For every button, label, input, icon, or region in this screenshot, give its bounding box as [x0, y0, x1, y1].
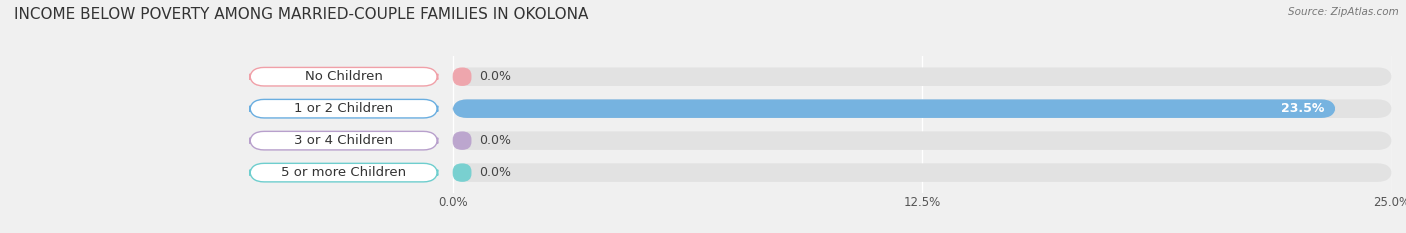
Text: 0.0%: 0.0%: [479, 134, 510, 147]
FancyBboxPatch shape: [250, 131, 437, 150]
FancyBboxPatch shape: [453, 131, 471, 150]
Text: 0.0%: 0.0%: [479, 166, 510, 179]
FancyBboxPatch shape: [453, 131, 1392, 150]
Text: 23.5%: 23.5%: [1281, 102, 1324, 115]
FancyBboxPatch shape: [250, 99, 437, 118]
FancyBboxPatch shape: [453, 99, 1392, 118]
Text: INCOME BELOW POVERTY AMONG MARRIED-COUPLE FAMILIES IN OKOLONA: INCOME BELOW POVERTY AMONG MARRIED-COUPL…: [14, 7, 589, 22]
FancyBboxPatch shape: [453, 163, 471, 182]
Text: 1 or 2 Children: 1 or 2 Children: [294, 102, 394, 115]
Text: No Children: No Children: [305, 70, 382, 83]
FancyBboxPatch shape: [453, 67, 471, 86]
Text: 5 or more Children: 5 or more Children: [281, 166, 406, 179]
Text: Source: ZipAtlas.com: Source: ZipAtlas.com: [1288, 7, 1399, 17]
Text: 0.0%: 0.0%: [479, 70, 510, 83]
FancyBboxPatch shape: [453, 163, 1392, 182]
FancyBboxPatch shape: [453, 99, 1336, 118]
FancyBboxPatch shape: [453, 67, 1392, 86]
Text: 3 or 4 Children: 3 or 4 Children: [294, 134, 394, 147]
FancyBboxPatch shape: [250, 67, 437, 86]
FancyBboxPatch shape: [250, 163, 437, 182]
